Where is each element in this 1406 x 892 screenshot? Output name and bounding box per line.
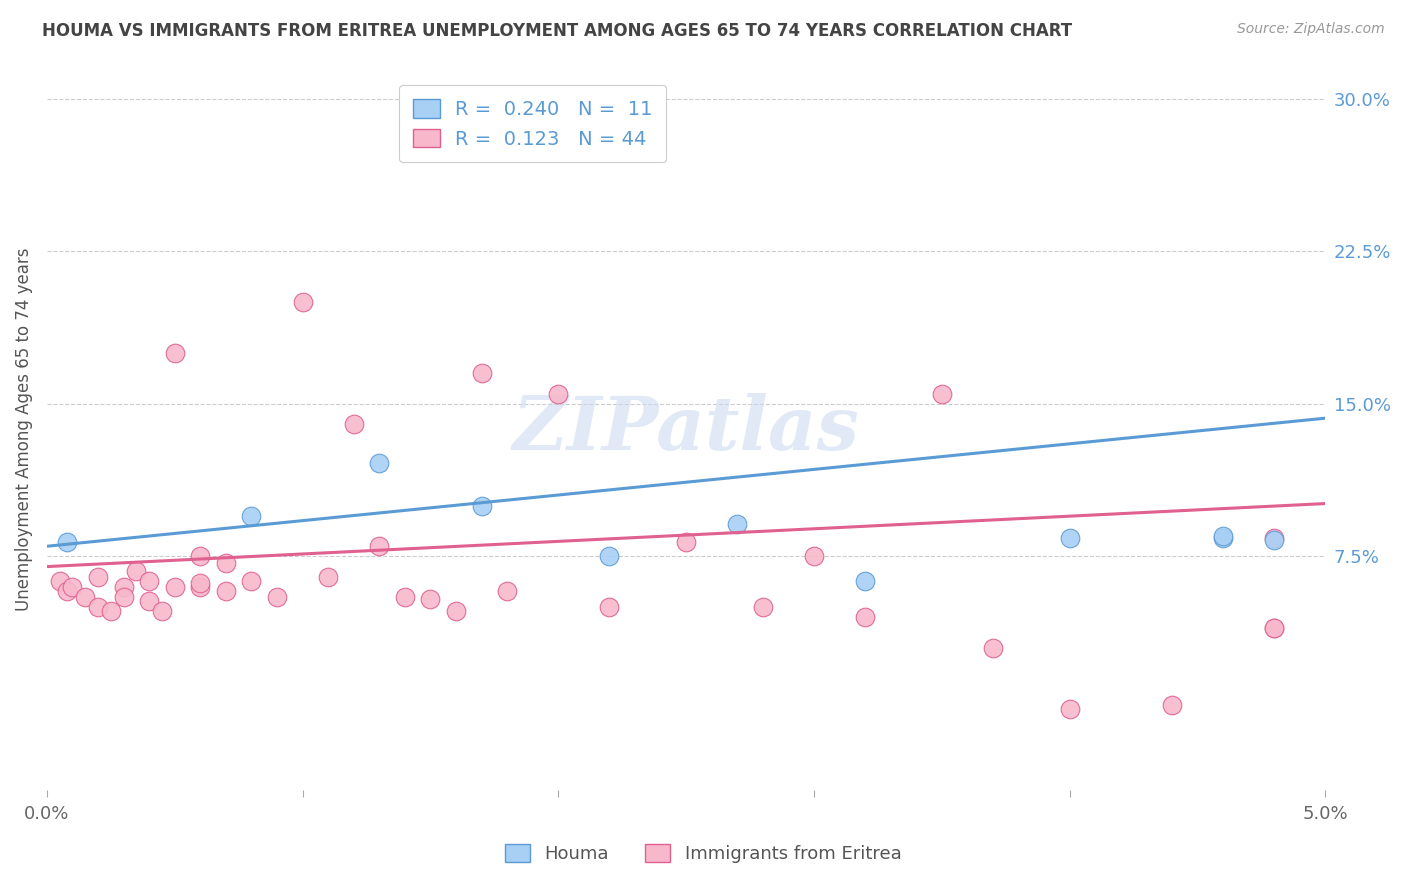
Point xyxy=(215,556,238,570)
Point xyxy=(215,584,238,599)
Point xyxy=(368,456,391,470)
Text: ZIPatlas: ZIPatlas xyxy=(513,393,859,466)
Point xyxy=(316,570,339,584)
Point xyxy=(1263,533,1285,548)
Y-axis label: Unemployment Among Ages 65 to 74 years: Unemployment Among Ages 65 to 74 years xyxy=(15,248,32,611)
Point xyxy=(931,386,953,401)
Point xyxy=(1059,531,1081,545)
Text: HOUMA VS IMMIGRANTS FROM ERITREA UNEMPLOYMENT AMONG AGES 65 TO 74 YEARS CORRELAT: HOUMA VS IMMIGRANTS FROM ERITREA UNEMPLO… xyxy=(42,22,1073,40)
Point xyxy=(394,590,416,604)
Point xyxy=(496,584,519,599)
Point xyxy=(48,574,70,588)
Point xyxy=(138,594,160,608)
Point xyxy=(598,600,620,615)
Point xyxy=(240,508,263,523)
Point xyxy=(1212,529,1234,543)
Point xyxy=(266,590,288,604)
Point xyxy=(853,574,876,588)
Point xyxy=(163,580,186,594)
Point xyxy=(138,574,160,588)
Point xyxy=(1263,531,1285,545)
Point xyxy=(56,584,79,599)
Point xyxy=(163,346,186,360)
Point xyxy=(343,417,366,432)
Point xyxy=(725,516,748,531)
Point xyxy=(444,604,467,618)
Point xyxy=(75,590,97,604)
Text: Source: ZipAtlas.com: Source: ZipAtlas.com xyxy=(1237,22,1385,37)
Point xyxy=(547,386,569,401)
Point xyxy=(100,604,122,618)
Point xyxy=(470,367,492,381)
Point xyxy=(598,549,620,564)
Point xyxy=(125,564,148,578)
Point xyxy=(87,600,110,615)
Point xyxy=(1059,702,1081,716)
Point xyxy=(150,604,173,618)
Point xyxy=(1263,621,1285,635)
Point xyxy=(368,539,391,553)
Point xyxy=(981,640,1004,655)
Point xyxy=(291,295,314,310)
Point xyxy=(853,610,876,624)
Point xyxy=(56,535,79,549)
Point xyxy=(1160,698,1182,712)
Point xyxy=(112,590,135,604)
Point xyxy=(470,499,492,513)
Point xyxy=(419,592,441,607)
Point xyxy=(112,580,135,594)
Point xyxy=(188,549,211,564)
Point xyxy=(1212,531,1234,545)
Point xyxy=(752,600,775,615)
Point xyxy=(675,535,697,549)
Point xyxy=(803,549,825,564)
Point xyxy=(87,570,110,584)
Point xyxy=(62,580,84,594)
Legend: R =  0.240   N =  11, R =  0.123   N = 44: R = 0.240 N = 11, R = 0.123 N = 44 xyxy=(399,86,666,162)
Legend: Houma, Immigrants from Eritrea: Houma, Immigrants from Eritrea xyxy=(495,836,911,872)
Point xyxy=(1263,621,1285,635)
Point xyxy=(188,580,211,594)
Point xyxy=(188,575,211,590)
Point xyxy=(240,574,263,588)
